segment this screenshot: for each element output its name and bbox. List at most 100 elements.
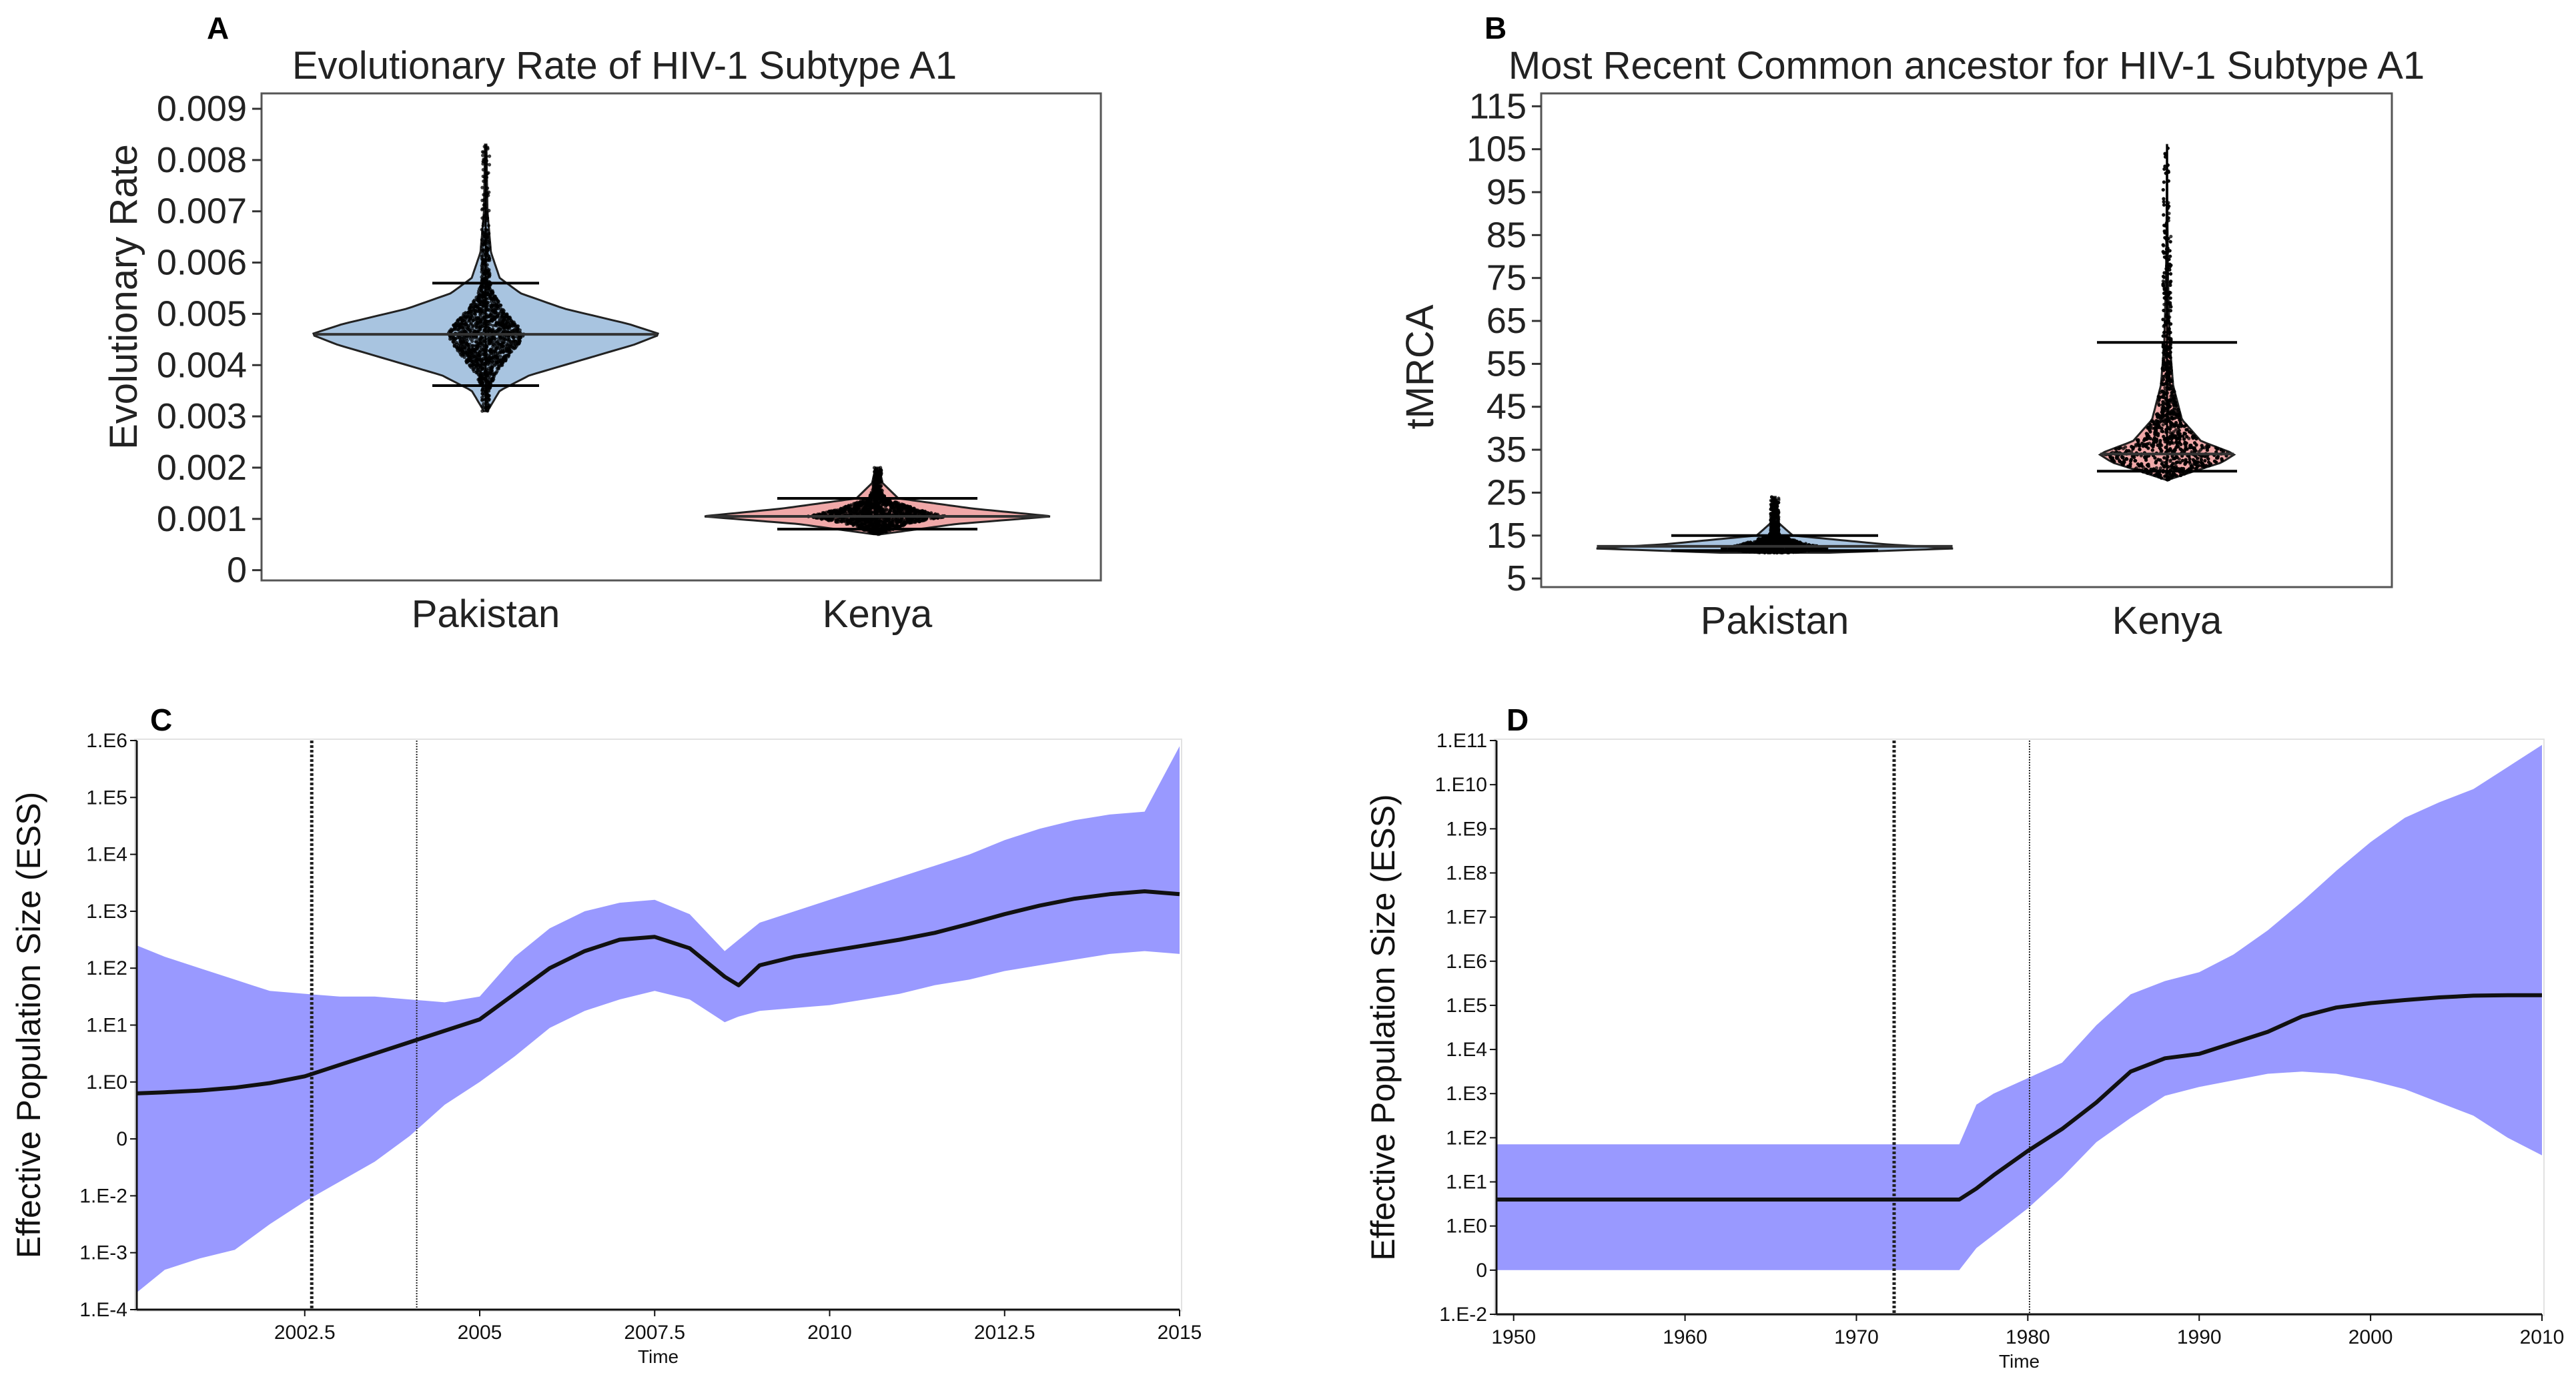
data-point: [487, 398, 491, 402]
data-point: [869, 511, 873, 515]
data-point: [504, 346, 508, 350]
data-point: [877, 470, 882, 474]
data-point: [472, 318, 476, 322]
data-point: [1747, 542, 1751, 546]
data-point: [1776, 520, 1780, 524]
y-tick-label: 0.005: [157, 294, 247, 334]
data-point: [509, 318, 513, 323]
data-point: [463, 314, 467, 318]
data-point: [469, 321, 474, 326]
data-point: [490, 378, 494, 382]
data-point: [473, 312, 478, 316]
data-point: [455, 342, 459, 346]
data-point: [486, 296, 490, 300]
category-label: Pakistan: [1701, 599, 1849, 642]
data-point: [486, 393, 490, 398]
data-point: [492, 340, 497, 344]
data-point: [496, 342, 500, 346]
data-point: [847, 504, 851, 508]
y-tick-label: 45: [1486, 387, 1527, 427]
data-point: [510, 324, 514, 328]
data-point: [470, 324, 475, 328]
data-point: [480, 392, 484, 396]
data-point: [873, 490, 877, 494]
data-point: [481, 258, 485, 262]
data-point: [1757, 538, 1761, 542]
data-point: [479, 289, 484, 293]
data-point: [456, 324, 460, 328]
data-point: [877, 480, 881, 485]
data-point: [480, 278, 484, 282]
data-point: [489, 352, 494, 356]
data-point: [487, 163, 492, 167]
category-label: Kenya: [2112, 599, 2222, 642]
data-point: [486, 284, 490, 288]
data-point: [488, 272, 492, 276]
data-point: [923, 518, 928, 522]
y-tick-label: 0.007: [157, 191, 247, 232]
data-point: [882, 502, 886, 506]
data-point: [518, 339, 522, 343]
data-point: [486, 386, 490, 390]
data-point: [861, 511, 865, 516]
y-tick-label: 0: [227, 550, 247, 590]
data-point: [486, 254, 490, 258]
data-point: [481, 207, 485, 211]
data-point: [462, 322, 466, 326]
data-point: [478, 312, 482, 316]
data-point: [913, 510, 917, 514]
data-point: [487, 314, 491, 319]
data-point: [486, 242, 490, 246]
data-point: [494, 297, 498, 301]
data-point: [464, 312, 468, 316]
data-point: [480, 364, 484, 368]
data-point: [469, 365, 473, 370]
data-point: [494, 360, 498, 364]
data-point: [869, 494, 873, 498]
y-tick-label: 0.009: [157, 89, 247, 129]
data-point: [477, 310, 481, 314]
data-point: [513, 346, 518, 350]
data-point: [475, 355, 479, 359]
data-point: [478, 341, 482, 345]
data-point: [1776, 529, 1780, 533]
data-point: [518, 336, 522, 340]
y-tick-label: 35: [1486, 430, 1527, 470]
data-point: [929, 511, 933, 515]
data-point: [482, 402, 486, 406]
data-point: [889, 499, 893, 504]
data-point: [500, 309, 504, 313]
data-point: [910, 520, 914, 524]
data-point: [1777, 500, 1781, 504]
data-point: [822, 511, 826, 516]
panel-a: A Evolutionary Rate of HIV-1 Subtype A10…: [102, 11, 1102, 636]
data-point: [502, 340, 506, 344]
data-point: [467, 308, 471, 312]
data-point: [486, 287, 490, 291]
data-point: [467, 335, 471, 339]
data-point: [865, 511, 869, 516]
data-point: [502, 312, 506, 316]
data-point: [490, 363, 494, 367]
y-tick-label: 15: [1486, 516, 1527, 556]
y-axis-label: Evolutionary Rate: [102, 144, 145, 450]
y-tick-label: 0.003: [157, 396, 247, 436]
data-point: [456, 348, 460, 352]
panel-b-letter: B: [1484, 11, 1507, 45]
data-point: [498, 324, 502, 328]
data-point: [845, 518, 849, 522]
data-point: [501, 320, 505, 324]
data-point: [926, 511, 930, 515]
data-point: [470, 303, 474, 307]
y-axis-label: tMRCA: [1398, 304, 1442, 429]
data-point: [478, 378, 482, 382]
y-tick-label: 55: [1486, 344, 1527, 384]
data-point: [1767, 537, 1771, 541]
data-point: [854, 510, 858, 514]
data-point: [843, 518, 847, 522]
data-point: [476, 345, 480, 349]
data-point: [505, 312, 509, 316]
data-point: [470, 358, 474, 362]
category-label: Pakistan: [412, 592, 560, 636]
data-point: [478, 350, 482, 354]
